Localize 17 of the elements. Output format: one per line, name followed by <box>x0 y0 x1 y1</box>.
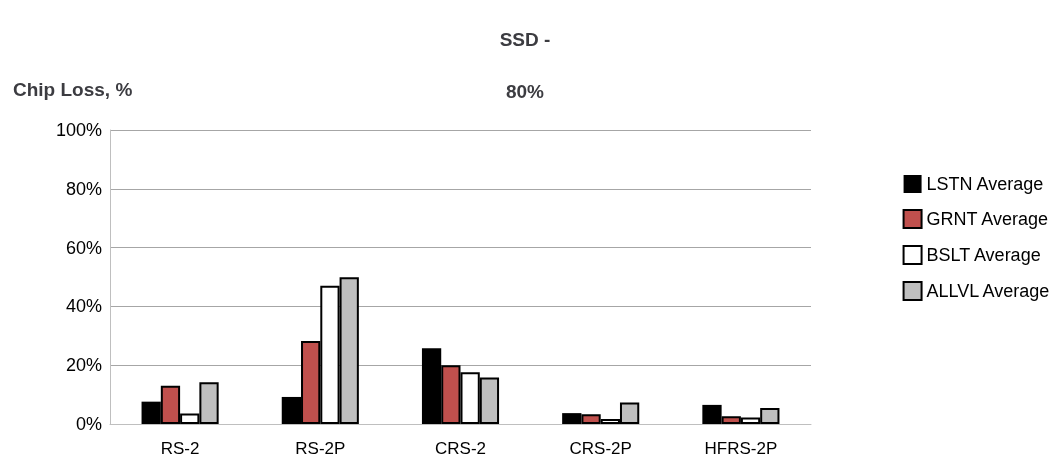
legend-label: ALLVL Average <box>926 281 1050 301</box>
chart-title: SSD - 80% <box>499 28 551 102</box>
y-tick-label: 60% <box>65 237 102 258</box>
x-tick-label: RS-2 <box>160 439 200 458</box>
x-tick-label: RS-2P <box>295 439 346 458</box>
y-tick-label: 0% <box>75 414 102 434</box>
x-tick-label: CRS-2P <box>569 439 632 458</box>
legend-label: GRNT Average <box>926 209 1048 229</box>
y-tick-label: 40% <box>65 296 102 317</box>
legend-label: LSTN Average <box>926 174 1044 194</box>
y-tick-label: 80% <box>65 178 102 199</box>
y-tick-label: 100% <box>55 120 102 140</box>
x-tick-label: HFRS-2P <box>704 439 778 458</box>
y-tick-label: 20% <box>65 355 102 376</box>
y-axis-title: Chip Loss, % <box>13 79 133 100</box>
legend-label: BSLT Average <box>926 245 1041 265</box>
x-tick-label: CRS-2 <box>434 439 487 458</box>
